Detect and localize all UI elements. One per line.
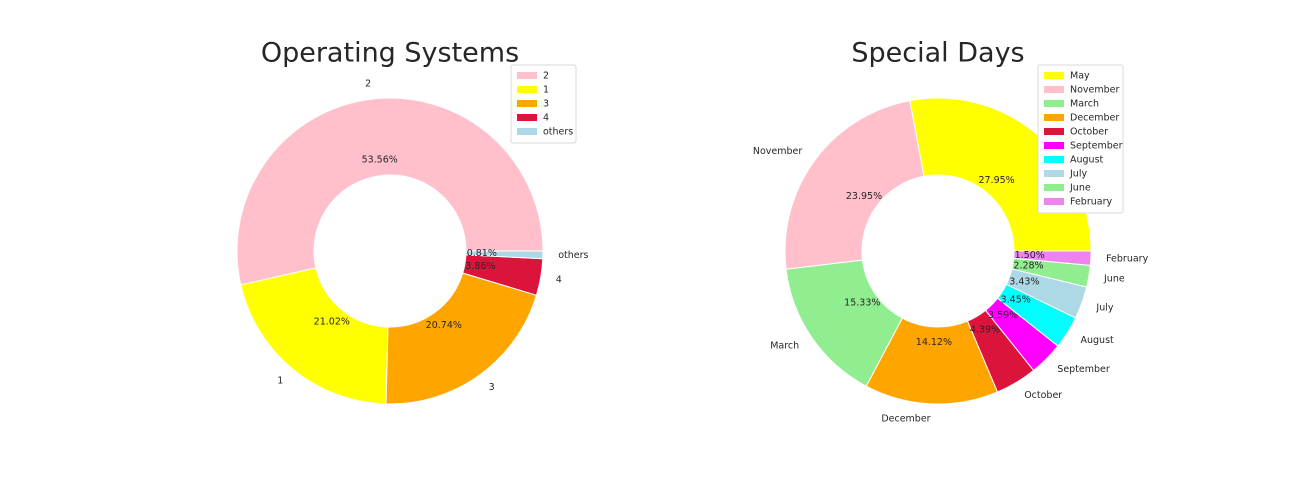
legend-swatch-december [1044, 114, 1064, 121]
slice-label-others: others [558, 250, 588, 261]
legend-label-2: 2 [543, 71, 549, 82]
legend-swatch-february [1044, 198, 1064, 205]
chart-title: Special Days [851, 38, 1024, 69]
slice-label-november: November [753, 146, 803, 157]
slice-percent-august: 3.45% [1001, 294, 1031, 305]
legend-frame [510, 64, 577, 144]
legend-swatch-others [517, 128, 537, 135]
legend-swatch-october [1044, 128, 1064, 135]
slice-label-june: June [1103, 273, 1125, 284]
slice-percent-november: 23.95% [846, 191, 882, 202]
slice-percent-4: 3.86% [465, 261, 495, 272]
legend-swatch-august [1044, 156, 1064, 163]
legend-label-june: June [1069, 183, 1091, 194]
slice-label-4: 4 [556, 274, 562, 285]
pie-slice-november [784, 100, 925, 270]
pie-slice-others [465, 250, 544, 260]
legend-label-november: November [1070, 85, 1120, 96]
legend-label-3: 3 [543, 99, 549, 110]
slice-percent-1: 21.02% [314, 317, 350, 328]
slice-percent-3: 20.74% [426, 320, 462, 331]
legend-label-october: October [1070, 127, 1108, 138]
slice-label-march: March [770, 341, 799, 352]
slice-percent-february: 1.50% [1015, 250, 1045, 261]
slice-label-august: August [1081, 335, 1115, 346]
legend: May November March December October September… [1037, 64, 1124, 214]
legend-swatch-november [1044, 86, 1064, 93]
legend-label-february: February [1070, 197, 1112, 208]
slice-percent-march: 15.33% [844, 297, 880, 308]
slice-label-october: October [1024, 390, 1062, 401]
legend-label-may: May [1070, 71, 1090, 82]
legend-swatch-1 [517, 86, 537, 93]
legend-swatch-may [1044, 72, 1064, 79]
legend-swatch-4 [517, 114, 537, 121]
legend-label-march: March [1070, 99, 1099, 110]
pie-slice-1 [240, 267, 389, 405]
legend-swatch-march [1044, 100, 1064, 107]
slice-percent-may: 27.95% [978, 175, 1014, 186]
slice-percent-september: 3.59% [988, 310, 1018, 321]
slice-percent-october: 4.39% [970, 324, 1000, 335]
legend-swatch-3 [517, 100, 537, 107]
legend-swatch-september [1044, 142, 1064, 149]
legend-swatch-2 [517, 72, 537, 79]
operating-systems-chart: Operating Systems 2 53.56% 1 21.02% 3 20.74% 4 3… [236, 38, 589, 405]
legend-label-december: December [1070, 113, 1119, 124]
slice-label-1: 1 [277, 376, 283, 387]
legend-swatch-july [1044, 170, 1064, 177]
legend-label-1: 1 [543, 85, 549, 96]
pie-slice-february [1013, 250, 1092, 266]
slice-percent-2: 53.56% [362, 154, 398, 165]
slice-label-february: February [1106, 253, 1148, 264]
slice-percent-december: 14.12% [916, 337, 952, 348]
legend-label-august: August [1070, 155, 1104, 166]
slice-label-december: December [881, 414, 930, 425]
legend-label-4: 4 [543, 113, 549, 124]
special-days-chart: Special Days May 27.95% November 23.95% March… [753, 38, 1149, 425]
slice-label-july: July [1095, 303, 1113, 314]
slice-label-2: 2 [365, 78, 371, 89]
legend-swatch-june [1044, 184, 1064, 191]
legend: 2 1 3 4 others [510, 64, 577, 144]
slice-label-september: September [1057, 364, 1110, 375]
slice-percent-june: 2.28% [1013, 261, 1043, 272]
slice-percent-july: 3.43% [1009, 277, 1039, 288]
slice-percent-others: 0.81% [467, 248, 497, 259]
legend-label-others: others [543, 127, 573, 138]
pie-slice-2 [236, 97, 544, 286]
chart-title: Operating Systems [261, 38, 519, 69]
pie-slice-3 [385, 272, 538, 405]
slice-label-3: 3 [489, 382, 495, 393]
legend-label-july: July [1069, 169, 1087, 180]
legend-label-september: September [1070, 141, 1123, 152]
